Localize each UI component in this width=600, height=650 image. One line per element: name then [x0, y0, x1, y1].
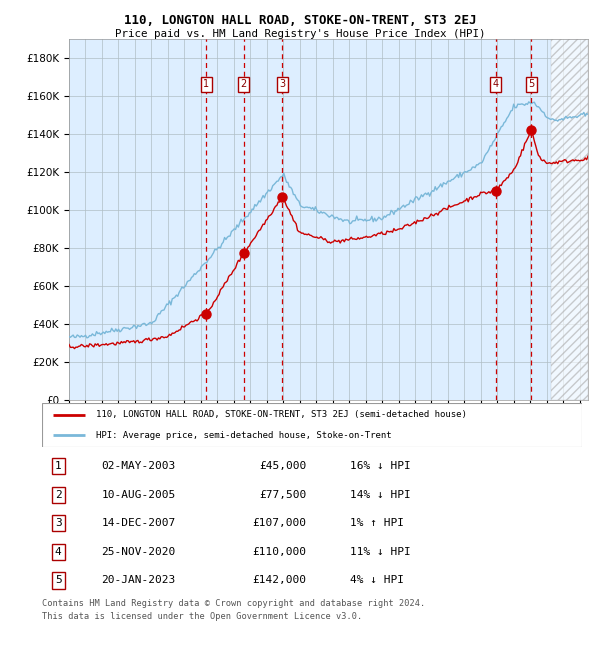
Text: Price paid vs. HM Land Registry's House Price Index (HPI): Price paid vs. HM Land Registry's House … [115, 29, 485, 38]
Text: 14% ↓ HPI: 14% ↓ HPI [350, 489, 410, 500]
Text: This data is licensed under the Open Government Licence v3.0.: This data is licensed under the Open Gov… [42, 612, 362, 621]
Bar [551, 39, 588, 400]
Text: £107,000: £107,000 [253, 518, 307, 528]
Text: £110,000: £110,000 [253, 547, 307, 557]
Text: 3: 3 [280, 79, 286, 89]
Text: 16% ↓ HPI: 16% ↓ HPI [350, 461, 410, 471]
Text: 1% ↑ HPI: 1% ↑ HPI [350, 518, 404, 528]
FancyBboxPatch shape [42, 403, 582, 447]
Text: 4% ↓ HPI: 4% ↓ HPI [350, 575, 404, 586]
Text: £45,000: £45,000 [259, 461, 307, 471]
Text: 5: 5 [528, 79, 535, 89]
Text: Contains HM Land Registry data © Crown copyright and database right 2024.: Contains HM Land Registry data © Crown c… [42, 599, 425, 608]
Text: 11% ↓ HPI: 11% ↓ HPI [350, 547, 410, 557]
Text: 14-DEC-2007: 14-DEC-2007 [101, 518, 176, 528]
Text: 5: 5 [55, 575, 62, 586]
Text: £77,500: £77,500 [259, 489, 307, 500]
Text: 1: 1 [55, 461, 62, 471]
Text: HPI: Average price, semi-detached house, Stoke-on-Trent: HPI: Average price, semi-detached house,… [96, 431, 392, 440]
Text: 110, LONGTON HALL ROAD, STOKE-ON-TRENT, ST3 2EJ: 110, LONGTON HALL ROAD, STOKE-ON-TRENT, … [124, 14, 476, 27]
Text: £142,000: £142,000 [253, 575, 307, 586]
Text: 4: 4 [493, 79, 499, 89]
Text: 02-MAY-2003: 02-MAY-2003 [101, 461, 176, 471]
Text: 3: 3 [55, 518, 62, 528]
Text: 2: 2 [55, 489, 62, 500]
Text: 110, LONGTON HALL ROAD, STOKE-ON-TRENT, ST3 2EJ (semi-detached house): 110, LONGTON HALL ROAD, STOKE-ON-TRENT, … [96, 410, 467, 419]
Text: 10-AUG-2005: 10-AUG-2005 [101, 489, 176, 500]
Text: 2: 2 [241, 79, 247, 89]
Text: 20-JAN-2023: 20-JAN-2023 [101, 575, 176, 586]
Text: 1: 1 [203, 79, 209, 89]
Text: 4: 4 [55, 547, 62, 557]
Text: 25-NOV-2020: 25-NOV-2020 [101, 547, 176, 557]
